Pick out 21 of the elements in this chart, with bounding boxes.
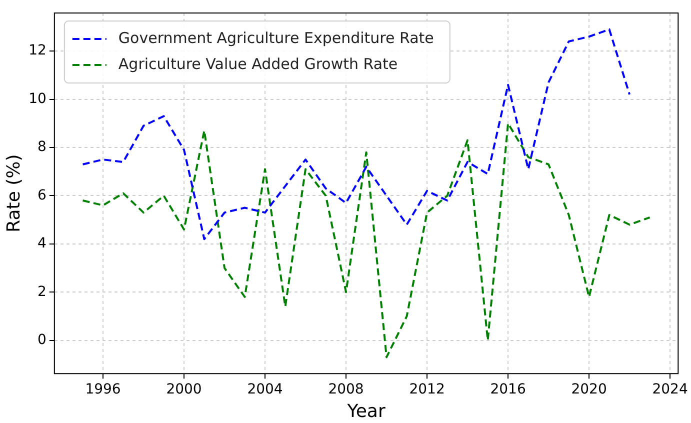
- x-axis-title: Year: [346, 400, 386, 422]
- x-tick-label: 2000: [166, 382, 202, 398]
- y-tick-label: 8: [37, 139, 46, 156]
- x-tick-label: 2024: [652, 382, 688, 398]
- x-tick-label: 2016: [490, 382, 526, 398]
- y-axis-title: Rate (%): [3, 154, 24, 232]
- legend-label: Agriculture Value Added Growth Rate: [118, 54, 398, 73]
- x-tick-label: 2020: [571, 382, 607, 398]
- y-tick-label: 0: [37, 332, 46, 348]
- y-tick-label: 6: [37, 187, 46, 204]
- y-tick-label: 2: [37, 284, 46, 300]
- x-tick-label: 1996: [85, 382, 121, 398]
- y-tick-label: 10: [28, 90, 46, 107]
- y-tick-label: 4: [37, 236, 46, 252]
- x-tick-label: 2008: [328, 382, 364, 398]
- x-tick-label: 2004: [247, 382, 283, 398]
- line-series: [82, 122, 651, 358]
- x-tick-label: 2012: [409, 382, 445, 398]
- legend-label: Government Agriculture Expenditure Rate: [118, 28, 434, 47]
- y-tick-label: 12: [28, 42, 46, 59]
- line-series: [82, 28, 631, 240]
